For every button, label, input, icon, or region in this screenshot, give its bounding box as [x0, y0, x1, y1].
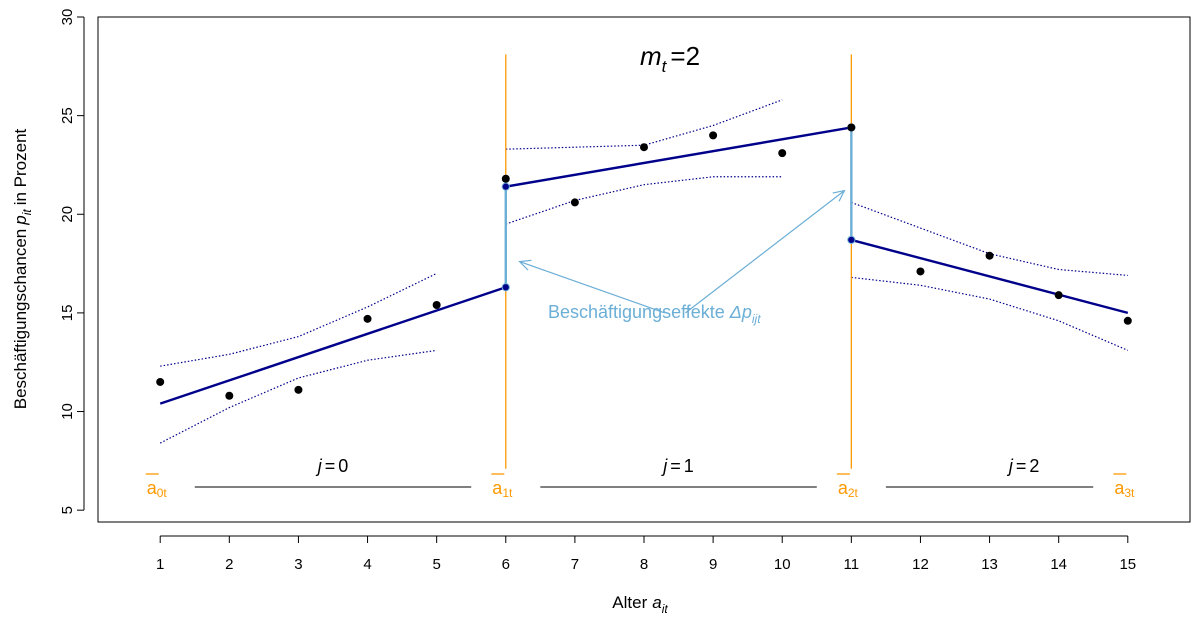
ci-line-0	[160, 272, 437, 367]
x-tick-label-0: 1	[156, 556, 164, 573]
x-tick-label-2: 3	[294, 556, 302, 573]
interval-label-2: j = 2	[1006, 456, 1040, 476]
annotation-arrowhead-0	[518, 259, 532, 271]
endpoint-label-1: a1t	[492, 478, 513, 500]
data-point-2	[294, 385, 303, 394]
y-tick-label-4: 25	[59, 107, 76, 124]
data-point-12	[985, 251, 994, 260]
y-tick-label-3: 20	[59, 206, 76, 223]
top-label-value: 2	[686, 41, 700, 71]
fit-segment-0	[159, 286, 507, 405]
data-point-3	[363, 314, 372, 323]
x-tick-label-8: 9	[709, 556, 717, 573]
endpoint-label-3: a3t	[1114, 478, 1135, 500]
x-tick-label-4: 5	[432, 556, 440, 573]
x-tick-label-9: 10	[774, 556, 791, 573]
x-axis-label-sub: it	[662, 602, 669, 616]
x-tick-label-10: 11	[844, 556, 860, 573]
annotation-arrowhead-1	[832, 189, 846, 202]
y-axis-label-sub: it	[20, 209, 34, 216]
fit-segment-1	[505, 126, 852, 188]
y-axis-label-suffix: in Prozent	[11, 128, 30, 205]
interval-labels: j = 0 j = 1 j = 2 a0t a1t a2t a3t	[145, 456, 1135, 500]
endpoint-label-0: a0t	[147, 478, 168, 500]
effect-bars	[501, 123, 856, 292]
top-label: mt =2	[640, 41, 700, 76]
interval-label-0: j = 0	[315, 456, 349, 476]
x-tick-label-6: 7	[571, 556, 579, 573]
endpoint-label-2: a2t	[838, 478, 859, 500]
y-axis-label-text: Beschäftigungschancen	[11, 229, 30, 410]
data-point-1	[225, 391, 234, 400]
x-tick-label-14: 15	[1119, 556, 1136, 573]
annotation-arrow-1	[685, 190, 845, 314]
x-tick-label-1: 2	[225, 556, 233, 573]
effect-annotation: Beschäftigungseffekte Δpijt	[518, 189, 846, 326]
data-point-11	[916, 267, 925, 276]
annotation-text: Beschäftigungseffekte Δpijt	[548, 302, 761, 326]
x-tick-label-5: 6	[502, 556, 510, 573]
x-axis-label-text: Alter	[612, 593, 647, 612]
y-axis-label-symbol: p	[11, 215, 30, 225]
x-tick-label-11: 12	[912, 556, 929, 573]
segment-end-marker-0-1	[501, 283, 510, 292]
data-point-13	[1054, 291, 1063, 300]
top-label-symbol: m	[640, 41, 662, 71]
data-point-0	[156, 377, 165, 386]
data-point-7	[640, 143, 648, 152]
ci-line-4	[851, 201, 1128, 277]
breakpoint-lines	[505, 54, 852, 469]
segment-end-marker-1-0	[501, 182, 510, 191]
confidence-bands	[159, 99, 1129, 444]
ci-line-5	[851, 276, 1129, 351]
ci-line-2	[505, 99, 783, 150]
x-tick-label-13: 14	[1050, 556, 1067, 573]
data-point-10	[847, 123, 856, 132]
data-point-5	[501, 174, 510, 183]
plot-frame	[97, 16, 1191, 523]
data-point-6	[570, 198, 579, 207]
fit-segment-2	[851, 238, 1129, 315]
x-tick-label-12: 13	[981, 556, 998, 573]
annotation-arrow-0	[519, 261, 665, 314]
data-points	[156, 123, 1132, 400]
x-tick-label-7: 8	[640, 556, 648, 573]
data-point-8	[709, 131, 718, 140]
y-tick-label-0: 5	[59, 506, 76, 514]
data-point-9	[778, 149, 787, 158]
data-point-14	[1123, 316, 1132, 325]
x-axis-label: Alter ait	[612, 593, 668, 616]
x-tick-label-3: 4	[363, 556, 371, 573]
fit-segments	[159, 126, 1129, 405]
y-axis-label: Beschäftigungschancen pit in Prozent	[11, 128, 34, 409]
y-tick-label-5: 30	[59, 9, 76, 26]
y-tick-label-2: 15	[59, 305, 76, 322]
y-tick-label-1: 10	[59, 403, 76, 420]
ci-line-1	[159, 349, 437, 444]
data-point-4	[432, 301, 441, 310]
segment-end-marker-2-0	[847, 235, 856, 245]
interval-label-1: j = 1	[660, 456, 694, 476]
top-label-eq: =	[670, 41, 685, 71]
top-label-sub: t	[662, 57, 668, 76]
ci-line-3	[505, 176, 783, 225]
